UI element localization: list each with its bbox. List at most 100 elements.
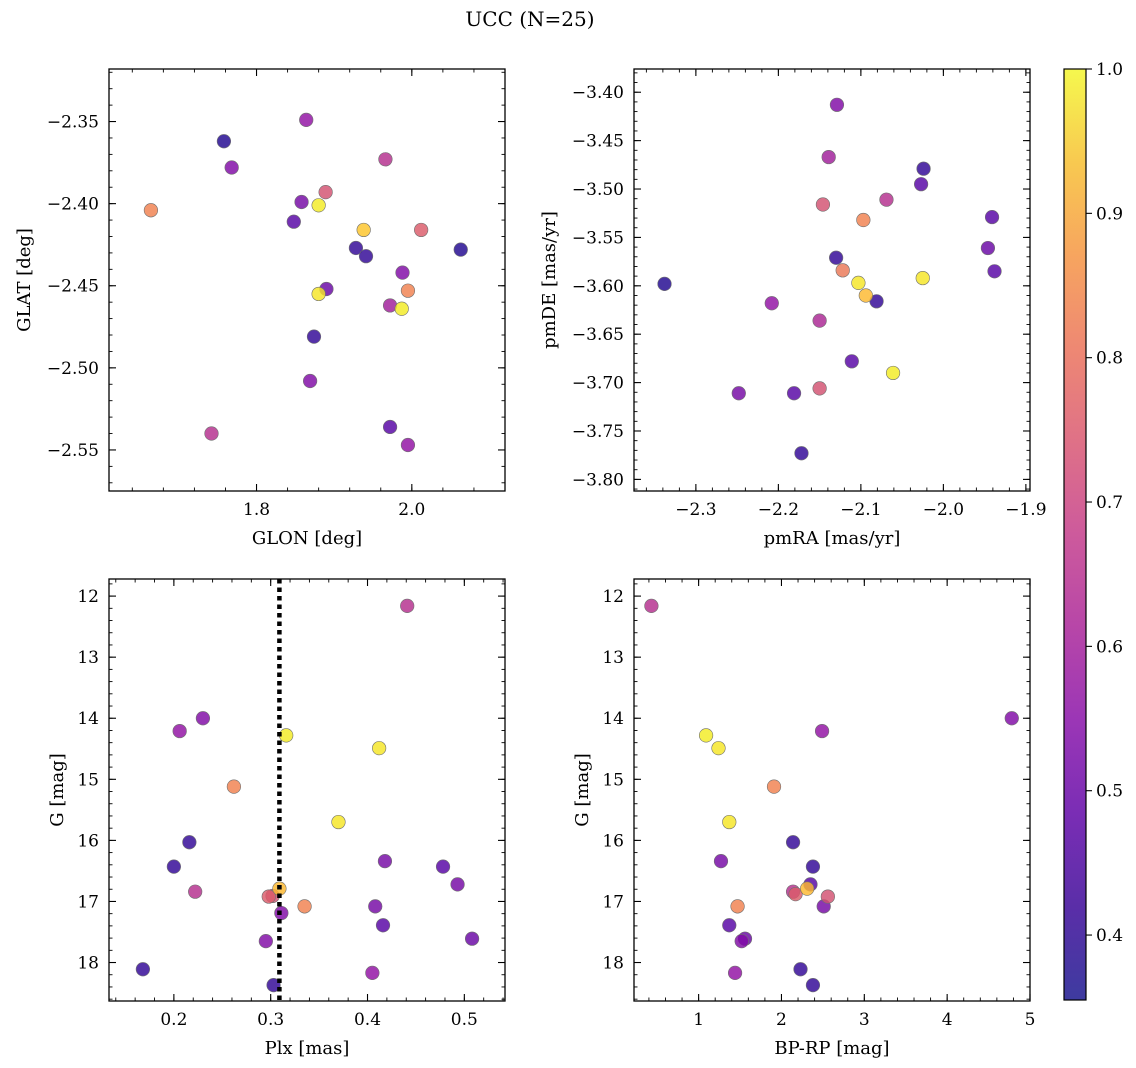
plx-g-panel: 0.2 0.3 0.4 0.5 12 13 14 15 16 17 18 Plx [mas] G [ma… bbox=[47, 578, 506, 1059]
scatter-point bbox=[172, 723, 187, 739]
x-tick-label: −2.0 bbox=[923, 500, 964, 520]
x-axis-label: GLON [deg] bbox=[252, 528, 362, 549]
x-tick-label: 0.3 bbox=[257, 1010, 284, 1030]
x-tick-label: 0.5 bbox=[451, 1010, 478, 1030]
scatter-point bbox=[400, 283, 416, 298]
scatter-point bbox=[698, 728, 714, 743]
y-tick-label: 14 bbox=[77, 709, 99, 729]
scatter-point bbox=[731, 386, 746, 401]
plot-frame bbox=[108, 578, 506, 1002]
scatter-point bbox=[286, 214, 301, 229]
colorbar-tick-label: 0.9 bbox=[1096, 204, 1123, 224]
scatter-point bbox=[713, 854, 729, 869]
scatter-point bbox=[400, 437, 416, 453]
scatter-point bbox=[844, 354, 859, 369]
y-tick-label: −2.40 bbox=[47, 195, 99, 215]
scatter-point bbox=[365, 965, 380, 981]
plot-frame bbox=[633, 68, 1031, 492]
scatter-point bbox=[303, 373, 318, 389]
scatter-point bbox=[226, 779, 241, 794]
scatter-point bbox=[788, 887, 803, 902]
scatter-point bbox=[805, 978, 821, 993]
x-tick-label: 1.8 bbox=[243, 500, 270, 520]
colorbar-tick-label: 0.7 bbox=[1096, 493, 1123, 513]
glon-glat-panel: 1.8 2.0 −2.35 −2.40 −2.45 −2.50 −2.55 GLON [deg… bbox=[14, 68, 506, 549]
scatter-point bbox=[372, 741, 387, 756]
colorbar-tick-label: 0.8 bbox=[1096, 349, 1123, 369]
scatter-point bbox=[879, 192, 894, 207]
x-tick-label: 1 bbox=[693, 1010, 704, 1030]
scatter-point bbox=[722, 814, 737, 830]
y-tick-label: −3.80 bbox=[572, 470, 624, 490]
scatter-point bbox=[794, 446, 809, 461]
y-tick-label: −3.40 bbox=[572, 83, 624, 103]
y-tick-label: −3.60 bbox=[572, 277, 624, 297]
y-tick-label: 12 bbox=[77, 587, 99, 607]
scatter-point bbox=[224, 160, 239, 175]
scatter-point bbox=[294, 194, 309, 210]
scatter-point bbox=[299, 112, 314, 128]
y-tick-label: −3.45 bbox=[572, 132, 624, 152]
scatter-point bbox=[786, 386, 802, 401]
y-tick-label: −3.65 bbox=[572, 325, 624, 345]
y-axis-label: G [mag] bbox=[572, 753, 593, 826]
scatter-point bbox=[306, 329, 322, 344]
scatter-point bbox=[793, 962, 808, 977]
scatter-point bbox=[195, 711, 211, 726]
y-tick-label: 17 bbox=[602, 892, 624, 912]
x-tick-label: 4 bbox=[942, 1010, 953, 1030]
scatter-point bbox=[400, 598, 415, 613]
scatter-point bbox=[814, 723, 830, 739]
scatter-point bbox=[800, 881, 815, 896]
y-tick-label: 13 bbox=[602, 648, 624, 668]
colorbar: 0.4 0.5 0.6 0.7 0.8 0.9 1.0 bbox=[1063, 60, 1123, 1001]
scatter-point bbox=[730, 899, 745, 914]
scatter-point bbox=[711, 741, 726, 756]
colorbar-tick-label: 0.5 bbox=[1096, 782, 1123, 802]
x-tick-label: −2.3 bbox=[675, 500, 716, 520]
x-tick-label: 2.0 bbox=[398, 500, 425, 520]
y-tick-label: 18 bbox=[77, 954, 99, 974]
plot-frame bbox=[108, 68, 506, 492]
y-axis-label: GLAT [deg] bbox=[14, 228, 35, 332]
y-tick-label: −3.70 bbox=[572, 374, 624, 394]
scatter-point bbox=[829, 97, 845, 112]
y-tick-label: 17 bbox=[77, 892, 99, 912]
x-tick-label: 3 bbox=[859, 1010, 870, 1030]
scatter-point bbox=[727, 965, 743, 981]
scatter-point bbox=[143, 203, 159, 218]
y-tick-label: 15 bbox=[602, 770, 624, 790]
scatter-point bbox=[785, 835, 801, 850]
y-axis-label: G [mag] bbox=[47, 753, 68, 826]
scatter-point bbox=[395, 265, 410, 280]
scatter-point bbox=[375, 918, 391, 933]
scatter-point bbox=[820, 889, 835, 904]
scatter-point bbox=[382, 419, 398, 435]
scatter-point bbox=[856, 212, 871, 228]
scatter-point bbox=[644, 598, 659, 613]
y-tick-label: 16 bbox=[77, 831, 99, 851]
scatter-point bbox=[835, 263, 850, 278]
scatter-point bbox=[812, 313, 827, 328]
scatter-point bbox=[722, 918, 737, 933]
x-tick-label: 0.4 bbox=[354, 1010, 381, 1030]
scatter-point bbox=[885, 365, 901, 381]
scatter-point bbox=[1004, 711, 1019, 726]
pmra-pmde-panel: −2.3 −2.2 −2.1 −2.0 −1.9 −3.40 −3.45 −3.50 −3.55… bbox=[539, 68, 1047, 549]
scatter-point bbox=[916, 161, 931, 176]
scatter-point bbox=[815, 197, 831, 212]
scatter-point bbox=[331, 814, 346, 830]
y-tick-label: 18 bbox=[602, 954, 624, 974]
x-axis-label: Plx [mas] bbox=[265, 1038, 350, 1059]
x-axis-label: pmRA [mas/yr] bbox=[764, 528, 901, 549]
scatter-point bbox=[464, 931, 480, 946]
scatter-point bbox=[358, 249, 374, 264]
y-tick-label: −2.45 bbox=[47, 277, 99, 297]
scatter-point bbox=[261, 889, 276, 904]
x-tick-label: −2.2 bbox=[758, 500, 799, 520]
scatter-point bbox=[266, 978, 281, 993]
scatter-point bbox=[311, 198, 326, 213]
scatter-point bbox=[450, 877, 465, 892]
scatter-point bbox=[135, 962, 150, 977]
